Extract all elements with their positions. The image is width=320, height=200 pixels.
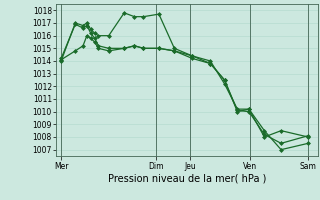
X-axis label: Pression niveau de la mer( hPa ): Pression niveau de la mer( hPa ) (108, 173, 266, 183)
